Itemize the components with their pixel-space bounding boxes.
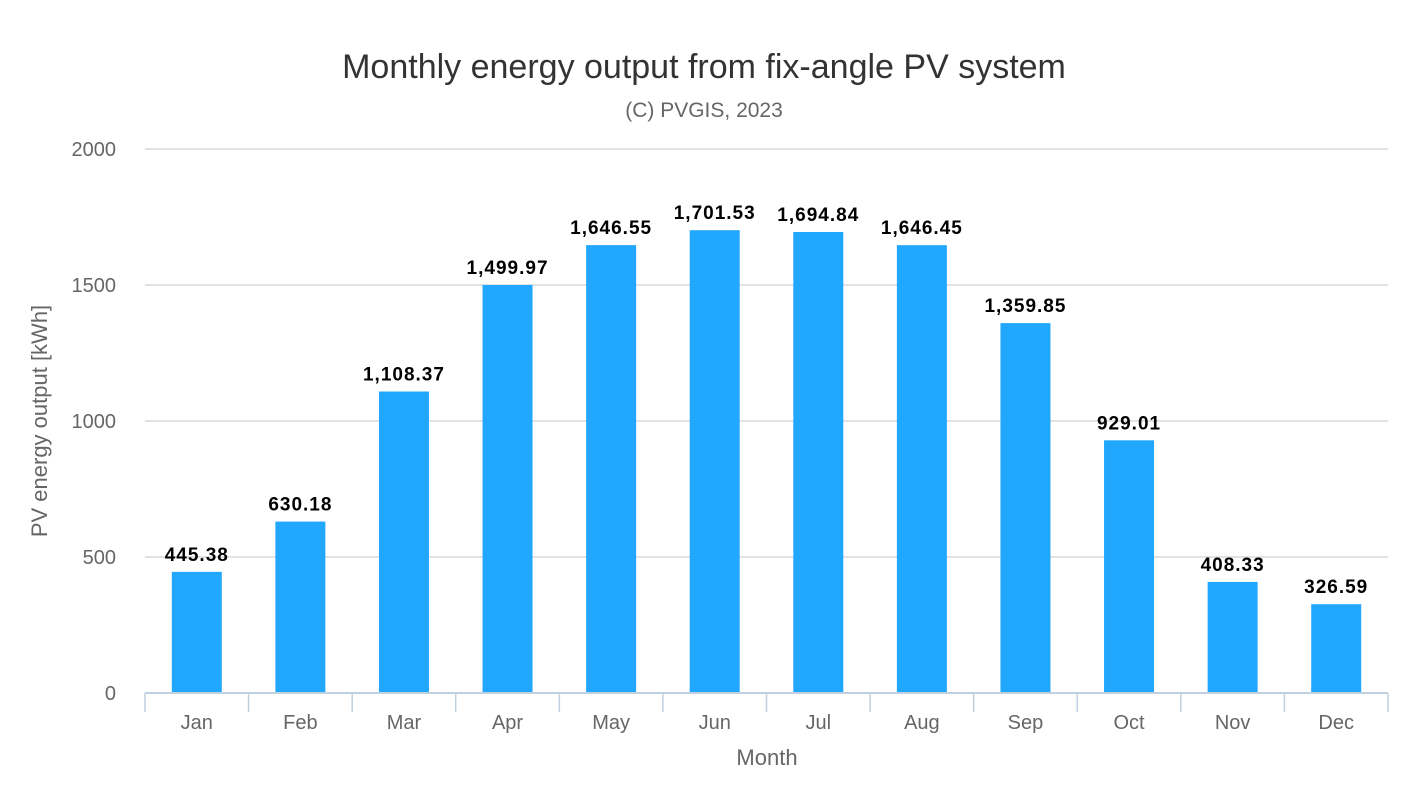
- y-axis-ticks: 0 500 1000 1500 2000: [72, 139, 117, 705]
- y-tick-label: 0: [105, 683, 116, 705]
- x-tick-label: Jul: [806, 712, 832, 734]
- x-tick-label: Oct: [1113, 712, 1145, 734]
- data-labels: 445.38 630.18 1,108.37 1,499.97 1,646.55 1,70…: [165, 203, 1368, 598]
- gridlines: [145, 148, 1388, 558]
- bar: [1311, 604, 1362, 693]
- data-label: 1,499.97: [467, 258, 549, 279]
- x-axis: Jan Feb Mar Apr May Jun Jul Aug Sep Oct Nov Dec: [144, 692, 1389, 734]
- chart-subtitle: (C) PVGIS, 2023: [625, 99, 783, 122]
- y-tick-label: 1000: [72, 411, 117, 433]
- bar: [586, 245, 637, 693]
- x-tick-label: Aug: [904, 712, 940, 734]
- bar: [896, 245, 947, 694]
- x-tick-label: Mar: [387, 712, 422, 734]
- data-label: 929.01: [1097, 413, 1161, 434]
- bar: [1000, 323, 1051, 693]
- bar: [1207, 581, 1258, 693]
- data-label: 326.59: [1304, 577, 1368, 598]
- x-tick-label: Feb: [283, 712, 317, 734]
- y-tick-label: 1500: [72, 275, 117, 297]
- x-tick-label: Sep: [1008, 712, 1044, 734]
- bar: [275, 521, 326, 693]
- data-label: 630.18: [268, 495, 332, 516]
- bar: [482, 285, 533, 693]
- x-tick-label: Jun: [699, 712, 731, 734]
- chart-title: Monthly energy output from fix-angle PV …: [342, 48, 1066, 86]
- bar: [793, 232, 844, 693]
- data-label: 1,646.45: [881, 218, 963, 239]
- bar: [171, 571, 222, 693]
- data-label: 1,359.85: [984, 296, 1066, 317]
- x-tick-label: May: [592, 712, 630, 734]
- data-label: 408.33: [1201, 555, 1265, 576]
- bars: [171, 230, 1362, 694]
- x-tick-label: Nov: [1215, 712, 1251, 734]
- y-tick-label: 500: [83, 547, 116, 569]
- x-axis-label: Month: [736, 745, 797, 770]
- data-label: 1,108.37: [363, 365, 445, 386]
- y-axis-label: PV energy output [kWh]: [27, 305, 52, 537]
- x-tick-label: Dec: [1318, 712, 1354, 734]
- x-tick-label: Apr: [492, 712, 523, 734]
- data-label: 1,701.53: [674, 203, 756, 224]
- y-tick-label: 2000: [72, 139, 117, 161]
- bar: [689, 230, 740, 693]
- data-label: 1,694.84: [777, 205, 859, 226]
- bar: [378, 391, 429, 693]
- bar: [1104, 440, 1155, 693]
- x-tick-label: Jan: [181, 712, 213, 734]
- data-label: 1,646.55: [570, 218, 652, 239]
- data-label: 445.38: [165, 545, 229, 566]
